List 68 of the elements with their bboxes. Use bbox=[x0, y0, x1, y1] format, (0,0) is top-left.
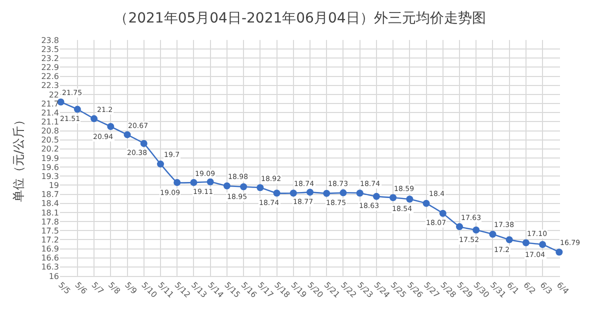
x-tick-label: 5/6 bbox=[73, 280, 89, 296]
y-tick-label: 16.9 bbox=[41, 244, 59, 254]
chart-title: （2021年05月04日-2021年06月04日）外三元均价走势图 bbox=[114, 10, 486, 27]
point bbox=[240, 183, 248, 190]
y-tick-label: 19.3 bbox=[41, 172, 59, 181]
point bbox=[556, 248, 563, 256]
point bbox=[256, 184, 264, 192]
y-tick-label: 21.4 bbox=[41, 108, 59, 118]
y-tick-label: 17.8 bbox=[41, 217, 59, 226]
point bbox=[522, 239, 530, 246]
point bbox=[406, 196, 414, 203]
y-tick-label: 16.6 bbox=[41, 254, 59, 263]
y-tick-label: 17.2 bbox=[41, 235, 59, 244]
point bbox=[273, 190, 280, 197]
y-tick-label: 19 bbox=[48, 181, 59, 190]
y-tick-label: 17.5 bbox=[41, 226, 59, 236]
y-tick-label: 19.9 bbox=[41, 154, 59, 163]
point bbox=[306, 188, 314, 196]
y-tick-label: 16.3 bbox=[41, 262, 59, 272]
point bbox=[390, 194, 397, 202]
y-tick-label: 18.7 bbox=[41, 190, 59, 200]
point bbox=[506, 236, 513, 244]
y-tick-label: 22.3 bbox=[41, 81, 59, 90]
x-tick-label: 6/1 bbox=[505, 280, 521, 296]
y-tick-label: 18.4 bbox=[41, 199, 59, 208]
y-tick-label: 18.1 bbox=[41, 208, 59, 218]
y-tick-label: 20.2 bbox=[41, 144, 59, 154]
point bbox=[90, 115, 98, 122]
point bbox=[107, 123, 114, 130]
point bbox=[323, 190, 330, 197]
x-tick-label: 6/2 bbox=[522, 280, 538, 296]
point bbox=[456, 223, 463, 230]
point bbox=[124, 131, 131, 138]
x-tick-label: 6/3 bbox=[538, 280, 554, 296]
point bbox=[140, 140, 148, 147]
y-tick-label: 23.5 bbox=[41, 44, 59, 54]
y-tick-label: 22.9 bbox=[41, 63, 59, 72]
x-tick-label: 5/8 bbox=[106, 280, 122, 296]
x-tick-label: 5/9 bbox=[123, 280, 139, 296]
x-tick-label: 5/7 bbox=[90, 280, 106, 296]
x-tick-label: 5/5 bbox=[56, 280, 72, 296]
point bbox=[74, 106, 81, 113]
point bbox=[174, 179, 181, 186]
point bbox=[439, 210, 446, 217]
y-tick-label: 19.6 bbox=[41, 162, 59, 172]
x-tick-label: 6/4 bbox=[554, 280, 570, 296]
y-tick-label: 20.5 bbox=[41, 136, 59, 145]
y-tick-label: 21.7 bbox=[41, 99, 59, 108]
point bbox=[290, 190, 297, 197]
y-tick-label: 23.2 bbox=[41, 54, 59, 63]
y-tick-label: 22.6 bbox=[41, 72, 59, 82]
point bbox=[206, 178, 214, 186]
point bbox=[472, 226, 480, 234]
y-axis-title: 单位（元/公斤） bbox=[11, 114, 26, 202]
point bbox=[422, 200, 430, 207]
point bbox=[372, 192, 380, 200]
point bbox=[190, 179, 198, 186]
point bbox=[223, 182, 230, 190]
y-tick-label: 22 bbox=[48, 90, 59, 100]
y-tick-label: 21.1 bbox=[41, 117, 59, 126]
point bbox=[356, 190, 364, 197]
point bbox=[539, 241, 546, 248]
y-tick-label: 23.8 bbox=[41, 36, 59, 45]
point bbox=[489, 230, 496, 238]
point bbox=[157, 160, 164, 168]
y-tick-label: 16 bbox=[48, 272, 59, 281]
point bbox=[340, 189, 347, 196]
y-tick-label: 20.8 bbox=[41, 126, 59, 136]
